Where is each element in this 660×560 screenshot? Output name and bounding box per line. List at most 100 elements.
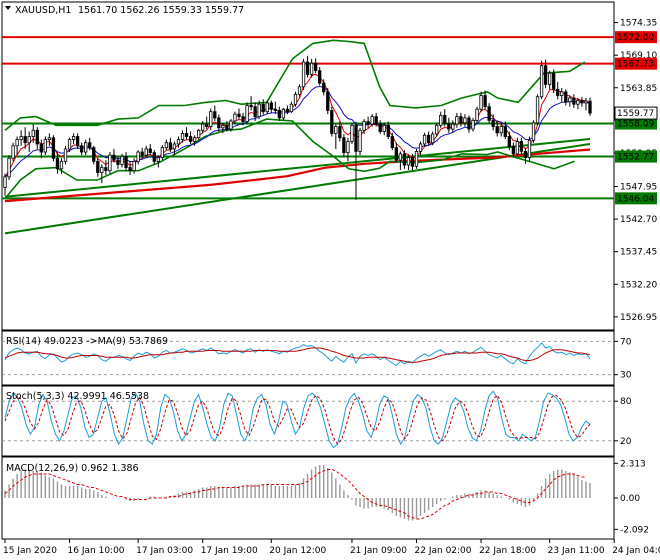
candle-body xyxy=(67,139,72,150)
stochastic-pane: 80 20 xyxy=(2,390,632,449)
candle-body xyxy=(487,106,491,121)
level-price-box xyxy=(615,57,657,70)
candle-body xyxy=(552,72,556,90)
candle-body xyxy=(19,136,23,141)
candle-body xyxy=(523,151,528,159)
candle-body xyxy=(188,136,193,142)
candle-body xyxy=(213,111,217,119)
y-tick-label: 70 xyxy=(620,337,632,347)
level-price-label: 1572.00 xyxy=(617,33,654,43)
candle-body xyxy=(75,136,80,147)
chart-title: XAUUSD,H1 xyxy=(15,5,71,16)
stoch-title: Stoch(5,3,3) 42.9991 46.5538 xyxy=(6,391,149,402)
candle-body xyxy=(31,129,35,137)
candle-body xyxy=(543,65,548,85)
y-tick-label: 80 xyxy=(620,397,632,407)
candle-body xyxy=(160,147,164,159)
candle-body xyxy=(326,91,330,111)
candle-body xyxy=(564,91,568,103)
candle-body xyxy=(318,70,322,84)
candle-body xyxy=(176,139,181,145)
x-tick-label: 22 Jan 18:00 xyxy=(479,546,536,556)
candle-body xyxy=(471,119,475,130)
candle-body xyxy=(84,142,88,153)
candle-body xyxy=(346,141,350,154)
candle-body xyxy=(418,143,423,152)
candle-body xyxy=(217,117,221,129)
x-tick-label: 15 Jan 2020 xyxy=(3,546,57,556)
candle-body xyxy=(201,123,205,131)
candle-body xyxy=(426,134,431,144)
x-tick-label: 23 Jan 11:00 xyxy=(548,546,605,556)
candle-body xyxy=(156,157,160,162)
bollinger-upper-band xyxy=(4,39,586,131)
candle-body xyxy=(334,126,338,134)
rsi-ma-line xyxy=(4,347,591,363)
candle-body xyxy=(80,145,84,153)
candle-body xyxy=(59,160,64,170)
time-axis: 15 Jan 2020 16 Jan 10:00 17 Jan 03:00 17 Ja… xyxy=(3,539,660,556)
candle-body xyxy=(382,124,386,132)
candle-body xyxy=(237,113,241,118)
candle-body xyxy=(273,108,277,111)
y-tick-label: 1532.20 xyxy=(620,280,657,290)
candle-body xyxy=(168,142,173,150)
candle-body xyxy=(297,86,302,95)
candle-body xyxy=(503,126,507,137)
candle-body xyxy=(548,72,552,85)
candle-body xyxy=(285,108,290,113)
candle-body xyxy=(164,142,169,149)
x-tick-label: 16 Jan 10:00 xyxy=(68,546,125,556)
collapse-triangle-icon[interactable] xyxy=(5,6,11,10)
candle-body xyxy=(209,111,213,127)
candle-body xyxy=(249,105,253,108)
candle-body xyxy=(439,114,443,126)
candle-body xyxy=(172,143,177,150)
candle-body xyxy=(531,122,536,141)
candle-body xyxy=(402,153,407,166)
candle-body xyxy=(269,102,273,110)
y-tick-label: 1547.95 xyxy=(620,182,657,192)
candle-body xyxy=(144,148,148,156)
candle-body xyxy=(443,114,447,125)
candle-body xyxy=(414,151,419,167)
candle-body xyxy=(515,141,520,155)
fast-moving-average xyxy=(4,73,591,178)
candle-body xyxy=(556,88,560,96)
candle-body xyxy=(55,157,60,170)
long-moving-average xyxy=(4,148,591,203)
x-tick-label: 20 Jan 12:00 xyxy=(269,546,326,556)
candle-body xyxy=(71,136,76,141)
candle-body xyxy=(455,116,459,125)
rsi-pane: 70 30 xyxy=(2,337,632,381)
candle-body xyxy=(584,100,588,104)
candle-body xyxy=(245,105,249,123)
candle-body xyxy=(314,62,318,72)
candle-body xyxy=(148,148,152,154)
candle-body xyxy=(7,157,11,178)
candle-body xyxy=(588,100,592,114)
candle-body xyxy=(390,136,394,149)
candle-body xyxy=(43,139,47,153)
candle-body xyxy=(265,102,269,113)
trendline xyxy=(4,142,591,235)
candle-body xyxy=(463,117,467,124)
level-price-box xyxy=(615,192,657,205)
candle-body xyxy=(289,103,294,113)
rsi-pane-frame xyxy=(1,330,615,386)
current-price-label: 1559.77 xyxy=(617,109,654,119)
candle-body xyxy=(483,95,487,108)
candle-body xyxy=(47,137,52,141)
x-tick-label: 21 Jan 09:00 xyxy=(350,546,407,556)
candle-body xyxy=(11,145,15,159)
candle-body xyxy=(35,129,39,145)
candle-body xyxy=(435,124,439,135)
candle-body xyxy=(15,139,19,147)
candle-body xyxy=(447,123,451,130)
level-price-label: 1552.77 xyxy=(617,153,654,163)
candle-body xyxy=(233,113,237,122)
candle-body xyxy=(342,137,346,154)
candle-body xyxy=(132,160,136,172)
